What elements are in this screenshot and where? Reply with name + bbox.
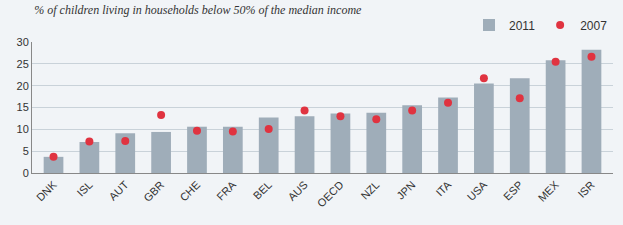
svg-text:OECD: OECD [315,178,346,209]
svg-text:5: 5 [23,145,29,157]
svg-text:FRA: FRA [214,178,239,203]
svg-text:25: 25 [17,58,29,70]
svg-text:% of children living in househ: % of children living in households below… [34,3,362,17]
svg-text:ITA: ITA [433,178,453,198]
svg-text:GBR: GBR [141,178,166,203]
svg-text:USA: USA [465,178,490,203]
svg-text:JPN: JPN [394,178,417,201]
svg-text:ISL: ISL [75,179,95,199]
svg-text:MEX: MEX [536,178,562,204]
svg-text:DNK: DNK [34,178,59,203]
svg-text:AUT: AUT [107,178,131,202]
svg-text:2011: 2011 [509,19,535,33]
svg-text:2007: 2007 [580,19,607,33]
svg-text:AUS: AUS [285,179,309,203]
svg-text:BEL: BEL [251,179,274,202]
svg-text:0: 0 [23,167,29,179]
svg-text:ESP: ESP [501,179,525,203]
svg-text:30: 30 [17,36,29,48]
svg-text:20: 20 [17,80,29,92]
svg-text:NZL: NZL [358,179,381,202]
svg-text:CHE: CHE [177,179,202,204]
svg-text:10: 10 [17,123,29,135]
svg-text:15: 15 [17,101,29,113]
svg-text:ISR: ISR [575,178,596,199]
